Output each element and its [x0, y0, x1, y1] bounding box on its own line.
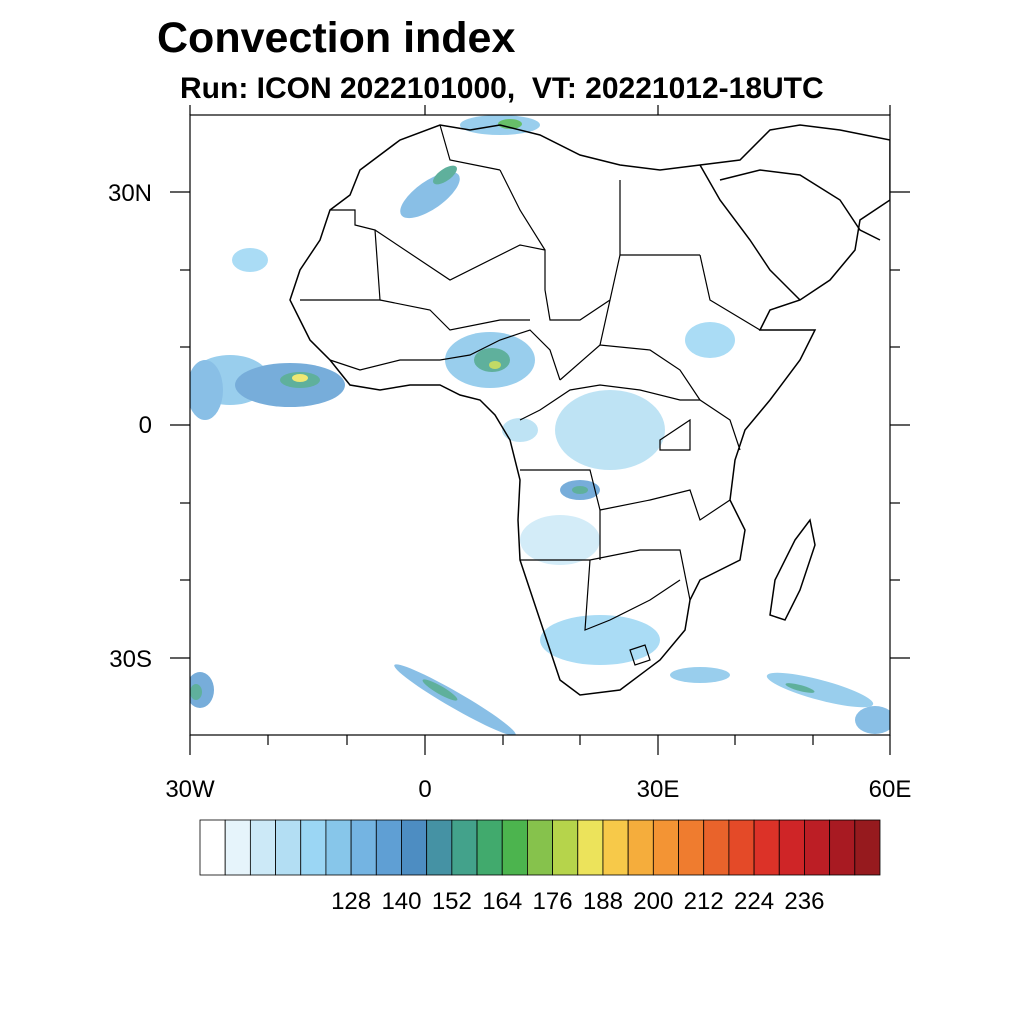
map-subtitle: Run: ICON 2022101000, VT: 20221012-18UTC — [180, 72, 824, 105]
colorbar-swatch — [577, 819, 604, 876]
colorbar-tick-label: 188 — [582, 888, 623, 915]
colorbar-tick-label: 176 — [532, 888, 573, 915]
colorbar-swatch — [451, 819, 478, 876]
colorbar-swatch — [501, 819, 528, 876]
country-borders — [300, 124, 761, 666]
lon-label-0: 0 — [418, 776, 432, 803]
colorbar-swatch — [829, 819, 856, 876]
colorbar-swatch — [300, 819, 327, 876]
colorbar-swatch — [275, 819, 302, 876]
colorbar-swatch — [224, 819, 251, 876]
colorbar-tick-label: 128 — [331, 888, 372, 915]
colorbar-tick-label: 140 — [381, 888, 422, 915]
map-frame — [189, 114, 891, 736]
colorbar-swatch — [753, 819, 780, 876]
colorbar-swatch — [401, 819, 428, 876]
colorbar-swatch — [350, 819, 377, 876]
colorbar-swatch — [199, 819, 226, 876]
colorbar-tick-label: 164 — [482, 888, 523, 915]
lon-label-30e: 30E — [636, 776, 680, 803]
lon-label-60e: 60E — [868, 776, 912, 803]
coastlines — [289, 124, 890, 696]
colorbar-swatch — [678, 819, 705, 876]
colorbar-tick-label: 200 — [633, 888, 674, 915]
colorbar-tick-label: 152 — [431, 888, 472, 915]
map-content — [190, 115, 890, 735]
colorbar-swatch — [375, 819, 402, 876]
colorbar-swatch — [426, 819, 453, 876]
convection-shading — [190, 115, 890, 735]
axis-ticks — [170, 105, 910, 755]
lat-label-30s: 30S — [109, 646, 152, 673]
lon-label-30w: 30W — [165, 776, 215, 803]
colorbar-swatch — [527, 819, 553, 876]
lat-label-0: 0 — [138, 412, 152, 439]
colorbar-swatch — [854, 819, 881, 876]
colorbar-tick-label: 236 — [784, 888, 825, 915]
colorbar-swatch — [249, 819, 276, 876]
colorbar-swatch — [627, 819, 654, 876]
colorbar-swatch — [804, 819, 831, 876]
colorbar-swatch — [552, 819, 579, 876]
colorbar-swatch — [728, 819, 755, 876]
lat-label-30n: 30N — [107, 180, 152, 207]
colorbar-tick-label: 224 — [734, 888, 775, 915]
colorbar-tick-label: 212 — [683, 888, 724, 915]
colorbar-swatch — [703, 819, 730, 876]
colorbar-swatch — [602, 819, 629, 876]
colorbar-swatch — [476, 819, 503, 876]
colorbar-swatch — [325, 819, 352, 876]
map-title: Convection index — [157, 14, 516, 62]
colorbar — [199, 819, 881, 876]
colorbar-swatch — [652, 819, 679, 876]
colorbar-swatch — [778, 819, 805, 876]
